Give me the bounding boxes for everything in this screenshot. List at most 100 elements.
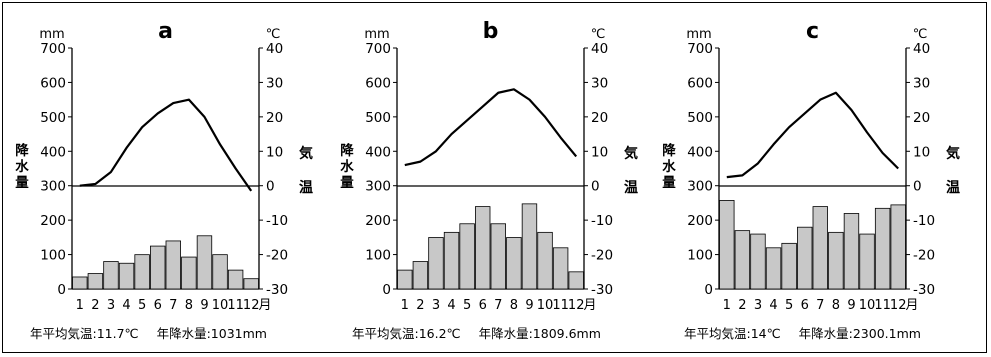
chart-a-right-tick-label: 30 — [266, 75, 283, 91]
chart-a-left-label: 降 — [15, 142, 29, 159]
chart-a-month-label: 8 — [185, 298, 193, 313]
chart-c-right-tick-label: -30 — [913, 282, 935, 298]
chart-b-right-tick-label: 30 — [591, 75, 608, 91]
chart-a-month-label: 2 — [91, 298, 99, 313]
chart-a-precip-bar — [118, 262, 135, 290]
chart-c-right-tick-label: -10 — [913, 213, 935, 229]
chart-a-left-tick-label: 700 — [40, 41, 66, 57]
chart-c-month-label: 5 — [785, 298, 793, 313]
chart-a-month-label: 4 — [122, 298, 130, 313]
chart-b-right-label: 温 — [624, 180, 638, 196]
chart-b-left-tick-label: 500 — [365, 110, 391, 126]
chart-a-left-tick-label: 300 — [40, 179, 66, 195]
chart-c-right-tick-label: 0 — [913, 179, 922, 195]
chart-b-precip-bar — [521, 203, 538, 290]
annual-precip: 年降水量:1809.6mm — [478, 326, 601, 341]
chart-b-left-tick-label: 700 — [365, 41, 391, 57]
chart-a-left-tick-label: 600 — [40, 75, 66, 91]
chart-a-precip-bar — [150, 245, 166, 290]
annual-precip: 年降水量:1031mm — [156, 326, 267, 341]
chart-a-month-label: 7 — [169, 298, 177, 313]
chart-b-precip-bar — [475, 206, 491, 290]
chart-b-left-label: 量 — [340, 175, 354, 191]
chart-a-precip-bar — [165, 240, 181, 290]
chart-c-precip-bar — [843, 213, 860, 290]
chart-a-precip-bar — [212, 254, 228, 290]
chart-a-month-suffix: 月 — [258, 298, 271, 313]
chart-a-right-tick-label: 10 — [266, 144, 283, 160]
chart-a-left-tick-label: 100 — [40, 248, 66, 264]
chart-c-precip-bar — [765, 247, 782, 290]
chart-a-precip-bar — [72, 276, 88, 290]
chart-c-left-tick-label: 600 — [687, 75, 713, 91]
chart-c-precip-bar — [890, 204, 906, 290]
chart-b-precip-bar — [568, 271, 584, 290]
chart-c-precip-bar — [797, 226, 813, 290]
chart-c-precip-bar — [781, 242, 797, 290]
chart-b-precip-bar — [459, 223, 475, 290]
chart-c-month-label: 3 — [754, 298, 762, 313]
annual-mean-temp: 年平均気温:14℃ — [684, 326, 781, 341]
chart-c-month-label: 10 — [859, 298, 876, 313]
chart-b-precip-bar — [552, 247, 569, 290]
chart-b-month-label: 1 — [401, 298, 409, 313]
chart-c-left-label: 降 — [662, 142, 676, 159]
chart-b-month-label: 11 — [552, 298, 569, 313]
chart-c-right-tick-label: 10 — [913, 144, 930, 160]
chart-a-footer: 年平均気温:11.7℃ 年降水量:1031mm — [30, 323, 267, 342]
chart-a-right-tick-label: 40 — [266, 41, 283, 57]
annual-precip: 年降水量:2300.1mm — [798, 326, 921, 341]
chart-b-precip-bar — [490, 223, 506, 290]
chart-b-precip-bar — [428, 237, 444, 290]
chart-c-precip-bar — [828, 231, 844, 290]
chart-a-right-label: 温 — [299, 180, 313, 196]
chart-a-left-tick-label: 400 — [40, 144, 66, 160]
chart-b-right-tick-label: 0 — [591, 179, 600, 195]
chart-b-left-tick-label: 400 — [365, 144, 391, 160]
chart-a-left-tick-label: 0 — [57, 282, 66, 298]
annual-mean-temp: 年平均気温:11.7℃ — [30, 326, 139, 341]
chart-c-left-tick-label: 0 — [704, 282, 713, 298]
chart-a-right-tick-label: -10 — [266, 213, 288, 229]
chart-b-left-tick-label: 200 — [365, 213, 391, 229]
chart-a-left-unit: mm — [39, 27, 64, 42]
chart-b-month-label: 8 — [510, 298, 518, 313]
chart-b-left-tick-label: 0 — [382, 282, 391, 298]
chart-a-left-label: 水 — [15, 158, 29, 175]
chart-a-month-label: 1 — [76, 298, 84, 313]
chart-b-right-unit: ℃ — [591, 27, 606, 42]
chart-c-month-suffix: 月 — [905, 298, 918, 313]
chart-b-right-tick-label: 20 — [591, 110, 608, 126]
chart-b-title: b — [483, 19, 499, 44]
chart-a-month-label: 5 — [138, 298, 146, 313]
chart-b-month-label: 4 — [447, 298, 455, 313]
chart-b-precip-bar — [537, 231, 553, 290]
chart-c-left-unit: mm — [686, 27, 711, 42]
chart-b-right-tick-label: -30 — [591, 282, 613, 298]
chart-c-precip-bar — [874, 207, 891, 290]
chart-c-right-tick-label: 30 — [913, 75, 930, 91]
chart-a-precip-bar — [196, 235, 213, 290]
chart-c-month-label: 2 — [738, 298, 746, 313]
chart-b-left-tick-label: 100 — [365, 248, 391, 264]
chart-c-month-label: 7 — [816, 298, 824, 313]
chart-a-left-tick-label: 500 — [40, 110, 66, 126]
chart-a-left-label: 量 — [15, 175, 29, 191]
chart-c-month-label: 4 — [769, 298, 777, 313]
chart-c-precip-bar — [734, 230, 751, 290]
chart-c-left-label: 水 — [662, 158, 676, 175]
chart-b-month-label: 12 — [568, 298, 585, 313]
chart-b-left-tick-label: 300 — [365, 179, 391, 195]
chart-b-month-label: 3 — [432, 298, 440, 313]
chart-c-footer: 年平均気温:14℃ 年降水量:2300.1mm — [684, 323, 921, 342]
chart-b-temp-line — [404, 88, 578, 167]
chart-b-precip-bar — [397, 269, 413, 290]
chart-c-month-label: 12 — [890, 298, 907, 313]
chart-a-month-label: 3 — [107, 298, 115, 313]
chart-a-right-tick-label: 20 — [266, 110, 283, 126]
chart-c-precip-bar — [719, 200, 735, 290]
chart-a-right-tick-label: 0 — [266, 179, 275, 195]
chart-a-right-label: 気 — [299, 145, 313, 162]
chart-c-left-tick-label: 200 — [687, 213, 713, 229]
